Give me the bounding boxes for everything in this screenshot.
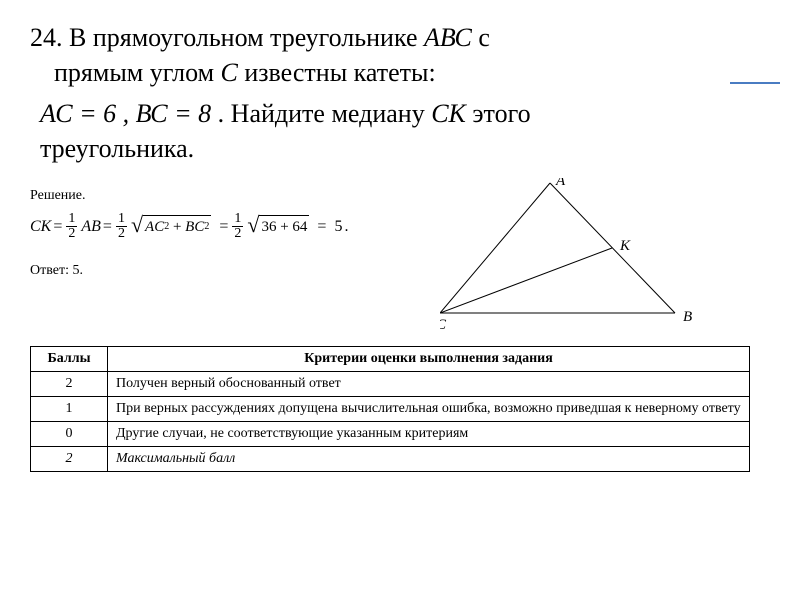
dot: . [344, 218, 348, 236]
five: 5 [334, 218, 342, 236]
svg-text:A: A [555, 178, 566, 189]
table-row: 1 При верных рассуждениях допущена вычис… [31, 397, 750, 422]
col-score: Баллы [31, 347, 108, 372]
sup2: 2 [204, 216, 209, 238]
svg-text:B: B [683, 309, 692, 325]
cell-score: 1 [31, 397, 108, 422]
cell-score: 2 [31, 372, 108, 397]
bc: BC [185, 216, 204, 238]
den: 2 [116, 227, 127, 241]
col-desc: Критерии оценки выполнения задания [108, 347, 750, 372]
ac: AC [145, 216, 164, 238]
criteria-table: Баллы Критерии оценки выполнения задания… [30, 346, 750, 472]
txt: . Найдите медиану [211, 99, 431, 128]
frac-half: 1 2 [66, 212, 77, 241]
txt: этого [466, 99, 531, 128]
table-row-max: 2 Максимальный балл [31, 447, 750, 472]
txt-given: АС = 6 , ВС = 8 [40, 99, 211, 128]
txt: прямым углом [54, 58, 221, 87]
sqrt-body: AC2 + BC2 [143, 215, 211, 238]
table-header-row: Баллы Критерии оценки выполнения задания [31, 347, 750, 372]
txt: В прямоугольном треугольнике [69, 23, 424, 52]
den: 2 [232, 227, 243, 241]
cell-desc: Получен верный обоснованный ответ [108, 372, 750, 397]
plus: + [173, 216, 181, 238]
svg-text:C: C [440, 317, 447, 333]
f-ab: AB [81, 218, 101, 236]
problem-number: 24. [30, 23, 63, 52]
n64: 64 [292, 216, 307, 238]
f-ck: CK [30, 218, 51, 236]
sqrt-body: 36 + 64 [259, 215, 309, 238]
frac-half: 1 2 [232, 212, 243, 241]
triangle-diagram: A B C K [440, 178, 700, 343]
f-eq: = [53, 218, 62, 236]
cell-desc: При верных рассуждениях допущена вычисли… [108, 397, 750, 422]
frac-half: 1 2 [116, 212, 127, 241]
num: 1 [116, 212, 127, 227]
txt: с [472, 23, 490, 52]
accent-line [730, 82, 780, 84]
txt: треугольника. [40, 134, 194, 163]
sqrt: √ 36 + 64 [247, 215, 309, 238]
txt-c: С [221, 58, 238, 87]
sqrt: √ AC2 + BC2 [131, 215, 211, 238]
svg-text:K: K [619, 238, 631, 254]
f-eq: = [317, 218, 326, 236]
cell-desc: Максимальный балл [108, 447, 750, 472]
sup2: 2 [164, 216, 169, 238]
txt-abc: АВС [424, 23, 472, 52]
cell-score: 2 [31, 447, 108, 472]
plus: + [280, 216, 288, 238]
f-eq: = [103, 218, 112, 236]
sqrt-symbol: √ [131, 214, 143, 237]
cell-desc: Другие случаи, не соответствующие указан… [108, 422, 750, 447]
table-row: 2 Получен верный обоснованный ответ [31, 372, 750, 397]
num: 1 [232, 212, 243, 227]
table-row: 0 Другие случаи, не соответствующие указ… [31, 422, 750, 447]
cell-score: 0 [31, 422, 108, 447]
txt: известны катеты: [238, 58, 436, 87]
num: 1 [66, 212, 77, 227]
txt-ck: СK [431, 99, 466, 128]
n36: 36 [261, 216, 276, 238]
f-eq: = [219, 218, 228, 236]
sqrt-symbol: √ [247, 214, 259, 237]
den: 2 [66, 227, 77, 241]
problem-statement: 24. В прямоугольном треугольнике АВС с п… [30, 20, 770, 166]
